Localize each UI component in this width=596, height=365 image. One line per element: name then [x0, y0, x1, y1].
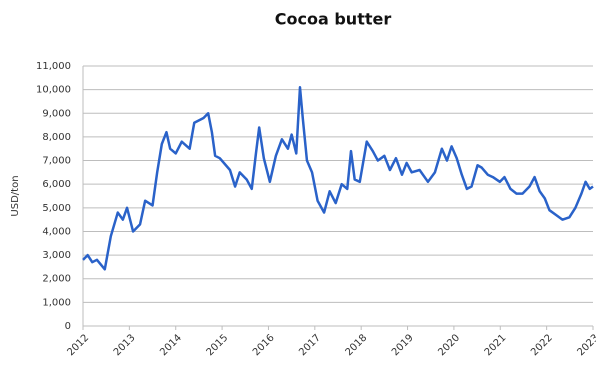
- x-tick-label: 2018: [344, 332, 370, 358]
- y-tick-label: 5,000: [42, 203, 71, 214]
- x-tick-label: 2023: [575, 332, 596, 358]
- y-tick-label: 7,000: [42, 156, 71, 167]
- x-tick-label: 2022: [529, 332, 555, 358]
- y-tick-label: 2,000: [42, 274, 71, 285]
- y-tick-label: 11,000: [36, 61, 71, 72]
- x-tick-label: 2013: [112, 332, 138, 358]
- x-tick-label: 2016: [251, 332, 277, 358]
- y-tick-label: 0: [65, 321, 71, 332]
- y-tick-label: 4,000: [42, 226, 71, 237]
- y-tick-label: 8,000: [42, 132, 71, 143]
- y-tick-label: 6,000: [42, 179, 71, 190]
- x-tick-label: 2017: [297, 332, 323, 358]
- y-tick-label: 10,000: [36, 85, 71, 96]
- y-tick-label: 3,000: [42, 250, 71, 261]
- y-axis-label: USD/ton: [10, 175, 21, 216]
- x-tick-label: 2015: [205, 332, 231, 358]
- x-tick-label: 2021: [483, 332, 509, 358]
- x-tick-label: 2012: [65, 332, 91, 358]
- x-tick-label: 2014: [158, 332, 184, 358]
- data-line: [82, 86, 594, 271]
- x-tick-label: 2019: [390, 332, 416, 358]
- x-tick-label: 2020: [436, 332, 462, 358]
- y-tick-label: 1,000: [42, 297, 71, 308]
- y-tick-label: 9,000: [42, 108, 71, 119]
- chart-title: Cocoa butter: [275, 10, 392, 29]
